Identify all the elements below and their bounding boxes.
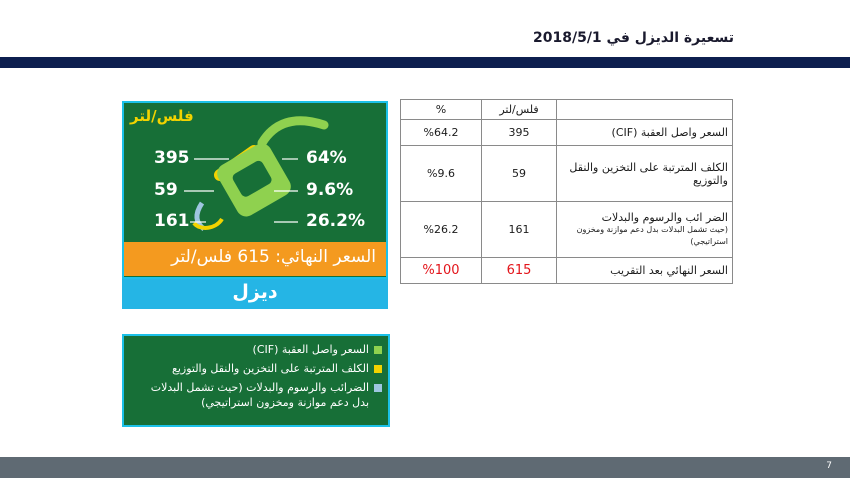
row-percent: %9.6 [400, 145, 482, 202]
total-percent: %100 [400, 257, 482, 284]
row-label: السعر النهائي بعد التقريب [556, 257, 733, 284]
legend-label: الكلف المترتبة على التخزين والنقل والتوز… [171, 362, 369, 375]
legend-swatch [374, 365, 382, 373]
price-breakdown-table: فلس/لتر % السعر واصل العقبة (CIF) 395 %6… [400, 99, 733, 284]
row-label: الضر ائب والرسوم والبدلات (حيث تشمل البد… [556, 201, 733, 258]
legend-label: الضرائب والرسوم والبدلات (حيث تشمل البدل… [150, 381, 369, 409]
legend-item: الكلف المترتبة على التخزين والنقل والتوز… [132, 361, 382, 376]
value-storage: 59 [154, 180, 178, 200]
legend: السعر واصل العقبة (CIF) الكلف المترتبة ع… [122, 334, 390, 427]
row-value: 161 [481, 201, 557, 258]
table-header-label [556, 99, 733, 120]
percent-cif: 64% [306, 148, 347, 168]
row-percent: %26.2 [400, 201, 482, 258]
percent-taxes: 26.2% [306, 211, 365, 231]
table-row: الضر ائب والرسوم والبدلات (حيث تشمل البد… [400, 201, 733, 258]
row-label: الكلف المترتبة على التخزين والنقل والتوز… [556, 145, 733, 202]
legend-item: الضرائب والرسوم والبدلات (حيث تشمل البدل… [132, 380, 382, 410]
table-header-row: فلس/لتر % [400, 99, 733, 120]
table-row: السعر واصل العقبة (CIF) 395 %64.2 [400, 119, 733, 146]
value-taxes: 161 [154, 211, 190, 231]
row-percent: %64.2 [400, 119, 482, 146]
value-cif: 395 [154, 148, 190, 168]
table-header-percent: % [400, 99, 482, 120]
total-value: 615 [481, 257, 557, 284]
table-row: الكلف المترتبة على التخزين والنقل والتوز… [400, 145, 733, 202]
final-price-label: السعر النهائي: 615 فلس/لتر [171, 247, 376, 267]
row-value: 59 [481, 145, 557, 202]
page-title: تسعيرة الديزل في 2018/5/1 [533, 30, 734, 46]
legend-label: السعر واصل العقبة (CIF) [252, 343, 369, 356]
legend-swatch [374, 346, 382, 354]
table-header-value: فلس/لتر [481, 99, 557, 120]
final-price-band: السعر النهائي: 615 فلس/لتر [124, 242, 386, 276]
legend-swatch [374, 384, 382, 392]
percent-storage: 9.6% [306, 180, 354, 200]
row-value: 395 [481, 119, 557, 146]
fuel-name: ديزل [232, 281, 278, 303]
legend-item: السعر واصل العقبة (CIF) [132, 342, 382, 357]
table-row-total: السعر النهائي بعد التقريب 615 %100 [400, 257, 733, 284]
fuel-name-band: ديزل [122, 279, 388, 309]
footer-bar: 7 [0, 457, 850, 478]
row-sublabel: (حيث تشمل البدلات بدل دعم موازنة ومخزون … [576, 225, 728, 246]
diesel-infographic: فلس/لتر 395 59 161 64% 9.6% 26.2% السعر … [122, 101, 388, 309]
header-bar [0, 57, 850, 68]
page-number: 7 [826, 461, 832, 471]
fuel-nozzle-icon [184, 116, 329, 231]
unit-label: فلس/لتر [130, 107, 194, 125]
row-label: السعر واصل العقبة (CIF) [556, 119, 733, 146]
